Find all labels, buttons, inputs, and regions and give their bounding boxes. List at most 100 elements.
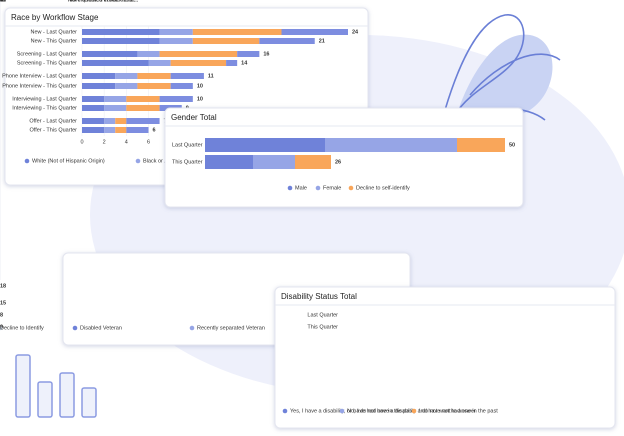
bar-segment bbox=[137, 83, 171, 89]
legend-label: No, I do not have a disability and have … bbox=[347, 408, 498, 414]
y-tick-label: New - This Quarter bbox=[31, 38, 78, 44]
bar-segment bbox=[126, 96, 160, 102]
bar-segment bbox=[104, 118, 116, 124]
x-tick-label: 12 bbox=[0, 0, 3, 3]
y-tick-label: Offer - This Quarter bbox=[30, 127, 78, 133]
bar-segment bbox=[192, 29, 282, 35]
legend-marker bbox=[189, 325, 195, 331]
bar-segment bbox=[281, 29, 348, 35]
y-tick-label: Last Quarter bbox=[172, 142, 203, 148]
data-label: 16 bbox=[263, 51, 269, 57]
chart-card: Disability Status Total Last Quarter 8 This… bbox=[0, 286, 616, 429]
y-tick-label: Last Quarter bbox=[307, 312, 338, 318]
legend-marker bbox=[411, 408, 417, 414]
data-label: 15 bbox=[0, 300, 6, 306]
data-label: 9 bbox=[0, 324, 3, 330]
bar-segment bbox=[159, 29, 193, 35]
data-label: 8 bbox=[0, 312, 3, 318]
bar-segment bbox=[237, 51, 260, 57]
y-tick-label: Interviewing - Last Quarter bbox=[12, 96, 77, 102]
bar-segment bbox=[104, 96, 127, 102]
bar-segment bbox=[159, 38, 193, 44]
bar-segment bbox=[115, 118, 127, 124]
bar-segment bbox=[104, 105, 127, 111]
bar-segment bbox=[325, 138, 457, 152]
legend-marker bbox=[287, 185, 293, 191]
x-tick-label: 18 bbox=[0, 0, 3, 3]
y-tick-label: Not interested in Job - This... bbox=[68, 0, 139, 3]
y-tick-label: Phone Interview - This Quarter bbox=[2, 83, 77, 89]
y-tick-label: Offer - Last Quarter bbox=[29, 118, 77, 124]
bar-segment bbox=[170, 73, 204, 79]
x-tick-label: 0 bbox=[0, 0, 2, 3]
legend-label: Decline to Identify bbox=[0, 325, 44, 331]
data-label: 11 bbox=[208, 73, 214, 79]
chart-title: Gender Total bbox=[171, 113, 217, 122]
legend-label: Decline to self-identify bbox=[356, 185, 410, 191]
x-tick-label: 16 bbox=[0, 0, 3, 3]
data-label: 11 bbox=[0, 0, 6, 3]
x-tick-label: 2 bbox=[0, 0, 2, 3]
y-tick-label: Interviewing - This Quarter bbox=[12, 105, 77, 111]
y-tick-label: Phone Interview - Last Quarter bbox=[2, 73, 77, 79]
bar-segment bbox=[226, 60, 238, 66]
x-tick-label: 2 bbox=[103, 139, 106, 145]
card-background bbox=[164, 107, 524, 208]
chart-card: Gender Total Last Quarter 50 This Quarter 26… bbox=[164, 107, 524, 208]
bar-segment bbox=[295, 155, 331, 169]
legend-marker bbox=[339, 408, 345, 414]
y-tick-label: Screening - This Quarter bbox=[17, 60, 77, 66]
bar-segment bbox=[126, 118, 160, 124]
bar-segment bbox=[115, 73, 138, 79]
bar-segment bbox=[82, 51, 138, 57]
bar-segment bbox=[137, 73, 171, 79]
bar-segment bbox=[82, 38, 160, 44]
bar-segment bbox=[82, 118, 105, 124]
x-tick-label: 6 bbox=[0, 0, 2, 3]
bar-segment bbox=[253, 155, 295, 169]
bar-segment bbox=[82, 73, 116, 79]
data-label: 26 bbox=[335, 159, 341, 165]
data-label: 10 bbox=[197, 96, 203, 102]
legend-label: Yes, I have a disability, or have had on… bbox=[290, 408, 414, 414]
bar-segment bbox=[115, 127, 127, 133]
bar-segment bbox=[205, 138, 325, 152]
x-tick-label: 0 bbox=[80, 139, 83, 145]
data-label: 50 bbox=[509, 142, 515, 148]
data-label: 6 bbox=[0, 0, 3, 3]
legend-marker bbox=[348, 185, 354, 191]
legend-marker bbox=[24, 158, 30, 164]
data-label: 6 bbox=[153, 127, 156, 133]
bar-segment bbox=[126, 127, 149, 133]
data-label: 21 bbox=[319, 38, 325, 44]
legend-marker bbox=[72, 325, 78, 331]
x-tick-label: 8 bbox=[0, 0, 2, 3]
y-tick-label: Screening - Last Quarter bbox=[17, 51, 77, 57]
data-label: 18 bbox=[0, 283, 6, 289]
y-tick-label: New - Last Quarter bbox=[31, 29, 78, 35]
legend-label: Recently separated Veteran bbox=[197, 325, 265, 331]
bar-segment bbox=[170, 60, 227, 66]
legend-label: Disabled Veteran bbox=[80, 325, 122, 331]
data-label: 14 bbox=[241, 60, 248, 66]
x-tick-label: 6 bbox=[147, 139, 150, 145]
bar-segment bbox=[104, 127, 116, 133]
legend-marker bbox=[315, 185, 321, 191]
bar-segment bbox=[82, 96, 105, 102]
x-tick-label: 4 bbox=[0, 0, 2, 3]
bar-segment bbox=[192, 38, 260, 44]
bar-segment bbox=[82, 127, 105, 133]
legend-label: White (Not of Hispanic Origin) bbox=[32, 158, 105, 164]
bar-segment bbox=[159, 96, 193, 102]
y-tick-label: This Quarter bbox=[172, 159, 203, 165]
y-tick-label: More qualified candidate s... bbox=[68, 0, 137, 3]
data-label: 24 bbox=[352, 29, 359, 35]
bar-segment bbox=[457, 138, 505, 152]
bar-segment bbox=[170, 83, 193, 89]
x-tick-label: 10 bbox=[0, 0, 3, 3]
data-label: 10 bbox=[197, 83, 203, 89]
bar-segment bbox=[82, 83, 116, 89]
legend-marker bbox=[282, 408, 288, 414]
bar-segment bbox=[259, 38, 315, 44]
